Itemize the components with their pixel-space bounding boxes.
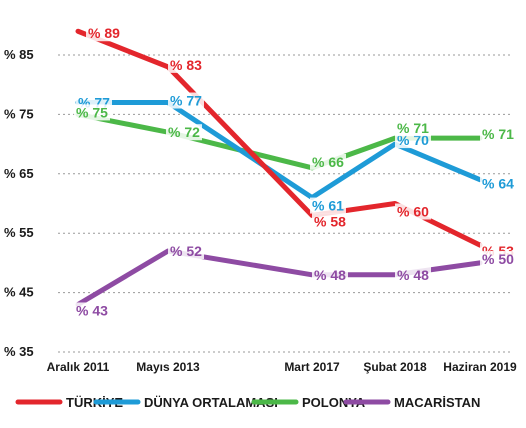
data-label-bg [168, 243, 204, 260]
data-label-bg [74, 302, 110, 319]
data-label: % 60 [397, 204, 429, 220]
data-label: % 50 [482, 251, 514, 267]
y-tick-label: % 55 [4, 225, 34, 240]
data-label: % 64 [482, 176, 514, 192]
y-tick-label: % 35 [4, 344, 34, 359]
data-labels: % 89% 83% 58% 60% 53% 77% 77% 61% 70% 64… [74, 25, 516, 319]
y-tick-label: % 75 [4, 106, 34, 121]
x-tick-label: Mayıs 2013 [136, 360, 200, 374]
y-tick-label: % 45 [4, 285, 34, 300]
data-label: % 71 [397, 120, 429, 136]
data-label: % 48 [314, 267, 346, 283]
data-label-bg [86, 25, 122, 42]
legend-label: MACARİSTAN [394, 395, 480, 410]
data-label-bg [395, 120, 431, 137]
x-tick-label: Haziran 2019 [443, 360, 517, 374]
data-label: % 71 [482, 126, 514, 142]
x-axis-ticks: Aralık 2011 Mayıs 2013 Mart 2017 Şubat 2018… [47, 360, 517, 374]
y-tick-label: % 65 [4, 166, 34, 181]
data-label: % 83 [170, 57, 202, 73]
data-label-bg [168, 92, 204, 109]
legend-label: DÜNYA ORTALAMASI [144, 395, 278, 410]
data-label-bg [310, 197, 346, 214]
data-label-bg [480, 126, 516, 143]
data-label-bg [168, 56, 204, 73]
y-tick-label: % 85 [4, 47, 34, 62]
legend-label: POLONYA [302, 395, 366, 410]
data-label: % 61 [312, 198, 344, 214]
data-label-bg [480, 250, 516, 267]
y-axis-ticks: % 35 % 45 % 55 % 65 % 75 % 85 [4, 47, 34, 359]
data-label-bg [74, 104, 110, 121]
data-label-bg [312, 213, 348, 230]
x-tick-label: Aralık 2011 [47, 360, 110, 374]
series-lines [75, 28, 483, 307]
data-label-bg [310, 153, 346, 170]
data-label: % 72 [168, 124, 200, 140]
data-label: % 89 [88, 25, 120, 41]
data-label-bg [480, 175, 516, 192]
data-label: % 43 [76, 302, 108, 318]
data-label: % 66 [312, 154, 344, 170]
data-label-bg [395, 203, 431, 220]
data-label-bg [166, 124, 202, 141]
grid [58, 54, 510, 353]
data-label: % 52 [170, 243, 202, 259]
data-label-bg [312, 266, 348, 283]
data-label: % 75 [76, 104, 108, 120]
data-label-bg [395, 266, 431, 283]
x-tick-label: Mart 2017 [284, 360, 340, 374]
data-label: % 58 [314, 213, 346, 229]
data-label: % 48 [397, 267, 429, 283]
x-tick-label: Şubat 2018 [363, 360, 427, 374]
data-label: % 77 [170, 93, 202, 109]
